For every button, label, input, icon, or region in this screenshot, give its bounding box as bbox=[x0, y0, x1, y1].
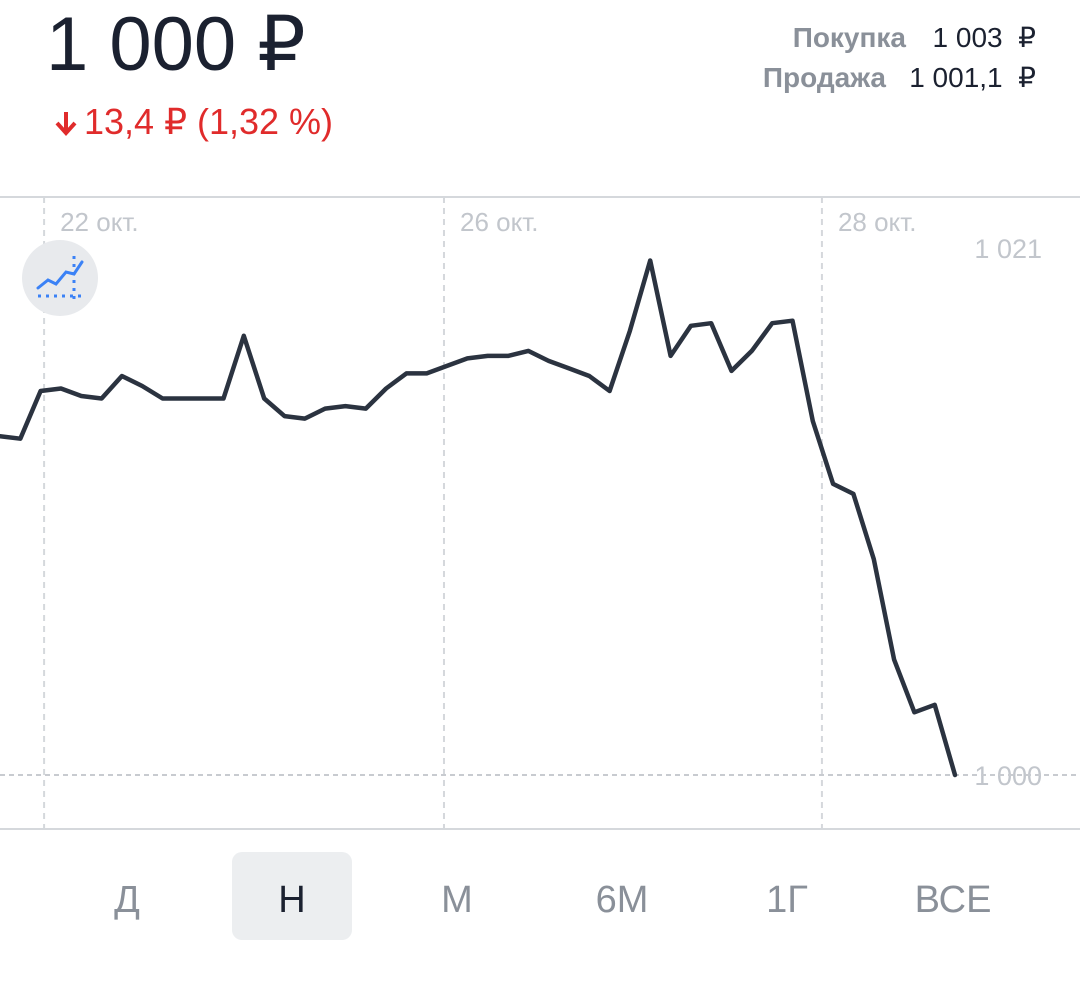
tab-label: М bbox=[441, 879, 473, 921]
tab-label: Д bbox=[114, 879, 140, 921]
price: 1 000 ₽ bbox=[46, 2, 306, 87]
icon-dots bbox=[38, 256, 82, 302]
period-tabs: Д Н М 6М 1Г ВСЕ bbox=[114, 852, 991, 940]
chart-mode-button[interactable] bbox=[22, 240, 98, 316]
tab-label: ВСЕ bbox=[915, 879, 992, 921]
price-change: 13,4 ₽ (1,32 %) bbox=[84, 101, 333, 142]
tab-label: 6М bbox=[596, 879, 649, 921]
y-tick-label: 1 021 bbox=[974, 234, 1042, 264]
period-tab[interactable]: М bbox=[441, 879, 473, 921]
period-tab[interactable]: 6М bbox=[596, 879, 649, 921]
period-tab[interactable]: 1Г bbox=[766, 879, 808, 921]
down-arrow bbox=[55, 112, 77, 136]
buy-label: Покупка bbox=[793, 22, 907, 53]
period-tab[interactable]: ВСЕ bbox=[915, 879, 992, 921]
tab-label: Н bbox=[278, 879, 305, 921]
period-tab[interactable]: Д bbox=[114, 879, 140, 921]
active-tab-bg bbox=[232, 852, 352, 940]
tab-label: 1Г bbox=[766, 879, 808, 921]
x-tick-label: 26 окт. bbox=[460, 207, 539, 237]
period-tab[interactable]: Н bbox=[232, 852, 352, 940]
x-tick-label: 22 окт. bbox=[60, 207, 139, 237]
x-tick-label: 28 окт. bbox=[838, 207, 917, 237]
buy-value: 1 003 ₽ bbox=[933, 22, 1036, 53]
price-line bbox=[0, 258, 958, 778]
sell-label: Продажа bbox=[763, 62, 887, 93]
sell-value: 1 001,1 ₽ bbox=[909, 62, 1036, 93]
